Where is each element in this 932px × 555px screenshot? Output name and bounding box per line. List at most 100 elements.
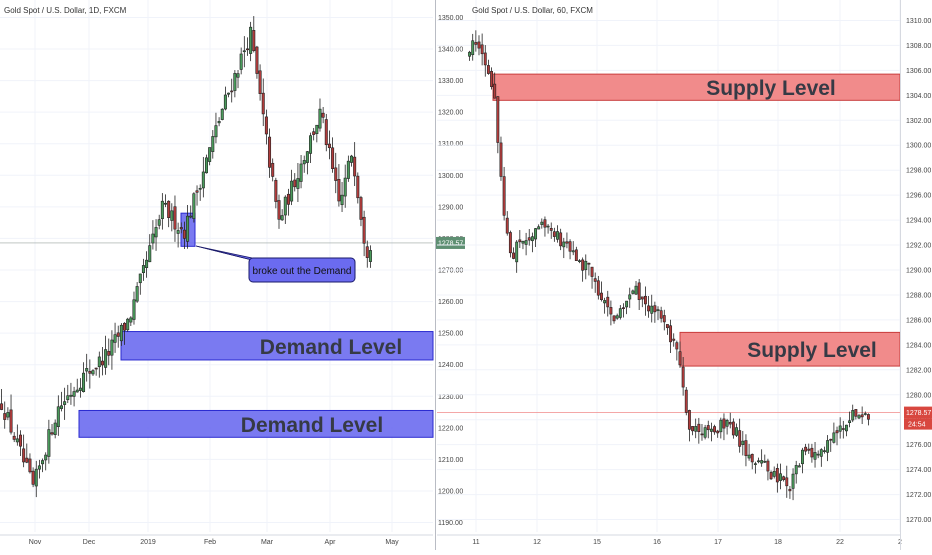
daily-candle [135,282,139,303]
hourly-candle [835,426,839,446]
hourly-candle-body [653,305,657,313]
hourly-candle-body [556,231,559,240]
daily-candle [113,322,117,353]
daily-candle [227,92,231,98]
hourly-candle-body [775,468,779,483]
hourly-candle [857,413,861,420]
hourly-candle [763,454,767,464]
hourly-candle-body [656,309,660,311]
daily-candle-body [189,215,193,218]
daily-candle [78,378,82,398]
daily-x-tick-label: May [385,539,399,546]
hourly-candle [725,418,729,435]
hourly-candle-body [603,300,607,304]
daily-candle-body [359,197,363,220]
hourly-candle-body [722,418,726,429]
hourly-candle-body [637,282,641,301]
daily-candle [268,128,272,178]
daily-candle [0,388,4,411]
hourly-candle-body [512,252,515,259]
daily-last-price-label: 1278.57 [438,240,463,247]
daily-x-tick-label: Dec [83,539,96,546]
daily-candle-body [28,458,32,473]
hourly-candle-body [571,250,575,253]
hourly-candle-body [694,426,698,432]
hourly-candle-body [477,41,481,49]
hourly-candle [700,424,704,441]
daily-y-tick-label: 1270.00 [438,268,463,275]
daily-candle-body [69,394,73,397]
daily-candle [173,195,177,242]
hourly-candle-body [687,410,691,430]
hourly-candle-body [716,430,720,434]
daily-candle [230,78,234,103]
daily-candle-body [53,422,57,435]
daily-candle-body [97,356,101,368]
hourly-candle [568,239,572,260]
hourly-candle [647,296,651,318]
daily-candle-body [176,230,180,234]
hourly-candle-body [672,338,676,341]
daily-candle-body [170,210,174,221]
daily-x-tick-label: Apr [325,539,337,546]
daily-candle [293,173,297,192]
hourly-candle-body [744,440,748,456]
hourly-candle [854,409,858,420]
hourly-candle [816,450,820,459]
hourly-candle-body [763,460,767,463]
hourly-candle [634,280,638,295]
daily-candle-body [268,136,272,168]
daily-candle-body [236,73,240,78]
hourly-candle-body [866,414,870,420]
hourly-candle [559,228,563,251]
hourly-candle [719,417,723,439]
hourly-candle-body [810,447,814,458]
daily-candle-body [242,50,246,53]
hourly-candle-body [546,225,550,228]
daily-y-tick-label: 1350.00 [438,15,463,22]
hourly-candle [810,443,814,463]
daily-candle [129,316,133,326]
hourly-candle-body [493,83,497,99]
hourly-candle [578,259,581,264]
hourly-candle [493,72,497,99]
daily-candle-body [198,187,202,190]
daily-y-tick-label: 1250.00 [438,331,463,338]
daily-candle-body [59,405,63,409]
daily-candle-body [350,155,354,163]
daily-candle-body [123,322,127,331]
daily-candle-body [299,163,303,182]
hourly-candle [637,278,641,311]
daily-y-tick-label: 1200.00 [438,488,463,495]
supply-zone-label: Supply Level [706,77,836,100]
daily-candle [331,137,335,173]
daily-y-tick-label: 1340.00 [438,47,463,54]
hourly-candle [499,136,503,181]
hourly-candle [791,468,795,501]
hourly-candle-body [559,232,563,247]
hourly-candle-body [622,307,625,309]
daily-candle [72,386,76,407]
daily-candle-body [25,457,29,463]
hourly-candle-body [483,52,487,66]
daily-candle [59,391,63,412]
daily-candle-body [41,460,45,465]
hourly-candle [662,309,666,331]
hourly-candle-body [552,231,556,237]
hourly-candle-body [480,44,484,55]
hourly-candle [471,33,475,61]
hourly-candle [571,241,575,256]
demand-zone-label: Demand Level [241,414,383,437]
daily-candle [220,108,224,121]
daily-candle [242,36,246,68]
daily-y-tick-label: 1190.00 [438,520,463,527]
daily-candle-body [356,175,360,199]
hourly-candle [656,306,660,321]
daily-candle-body [182,229,186,239]
daily-candle [214,112,218,144]
hourly-candle-body [709,428,713,432]
hourly-candle [716,429,720,438]
hourly-candle-body [600,292,603,300]
hourly-candle [813,442,817,468]
hourly-candle-body [596,280,600,296]
